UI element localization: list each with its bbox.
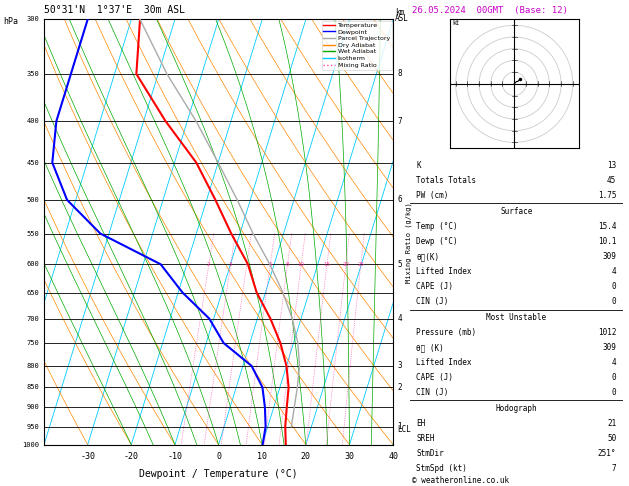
Text: -10: -10 (167, 452, 182, 461)
Text: 8: 8 (398, 69, 402, 78)
Text: 6: 6 (398, 195, 402, 205)
Text: Dewpoint / Temperature (°C): Dewpoint / Temperature (°C) (139, 469, 298, 479)
Text: 500: 500 (26, 197, 39, 203)
Text: Lifted Index: Lifted Index (416, 358, 472, 367)
Text: 4: 4 (398, 314, 402, 323)
Text: 850: 850 (26, 384, 39, 390)
Text: 25: 25 (357, 262, 364, 267)
Text: 21: 21 (607, 419, 616, 428)
Text: 650: 650 (26, 290, 39, 295)
Text: 2: 2 (207, 262, 211, 267)
Text: 0: 0 (612, 282, 616, 291)
Text: CIN (J): CIN (J) (416, 297, 449, 307)
Text: 900: 900 (26, 404, 39, 411)
Text: K: K (416, 161, 421, 170)
Text: 30: 30 (345, 452, 355, 461)
Text: 550: 550 (26, 230, 39, 237)
Text: Mixing Ratio (g/kg): Mixing Ratio (g/kg) (406, 203, 412, 283)
Text: 1: 1 (398, 422, 402, 431)
Text: 4: 4 (612, 358, 616, 367)
Legend: Temperature, Dewpoint, Parcel Trajectory, Dry Adiabat, Wet Adiabat, Isotherm, Mi: Temperature, Dewpoint, Parcel Trajectory… (321, 21, 392, 69)
Text: LCL: LCL (398, 425, 411, 434)
Text: θᴄ(K): θᴄ(K) (416, 252, 440, 261)
Text: 600: 600 (26, 261, 39, 267)
Text: 300: 300 (26, 17, 39, 22)
Text: 1000: 1000 (22, 442, 39, 448)
Text: 800: 800 (26, 363, 39, 369)
Text: Dewp (°C): Dewp (°C) (416, 237, 458, 246)
Text: StmSpd (kt): StmSpd (kt) (416, 464, 467, 473)
Text: CAPE (J): CAPE (J) (416, 373, 454, 382)
Text: hPa: hPa (3, 17, 18, 26)
Text: Most Unstable: Most Unstable (486, 312, 547, 322)
Text: Pressure (mb): Pressure (mb) (416, 328, 477, 337)
Text: 10: 10 (298, 262, 305, 267)
Text: 1.75: 1.75 (598, 191, 616, 200)
Text: 4: 4 (245, 262, 248, 267)
Text: Lifted Index: Lifted Index (416, 267, 472, 276)
Text: Surface: Surface (500, 207, 533, 215)
Text: kt: kt (452, 20, 459, 26)
Text: -20: -20 (124, 452, 139, 461)
Text: SREH: SREH (416, 434, 435, 443)
Text: 50: 50 (607, 434, 616, 443)
Text: © weatheronline.co.uk: © weatheronline.co.uk (412, 476, 509, 485)
Text: 0: 0 (612, 388, 616, 398)
Text: 6: 6 (269, 262, 272, 267)
Text: 2: 2 (398, 383, 402, 392)
Text: 3: 3 (398, 362, 402, 370)
Text: 13: 13 (607, 161, 616, 170)
Text: 0: 0 (216, 452, 221, 461)
Text: -30: -30 (80, 452, 95, 461)
Text: 50°31'N  1°37'E  30m ASL: 50°31'N 1°37'E 30m ASL (44, 4, 185, 15)
Text: 7: 7 (612, 464, 616, 473)
Text: 5: 5 (398, 260, 402, 269)
Text: 15.4: 15.4 (598, 222, 616, 231)
Text: 7: 7 (398, 117, 402, 125)
Text: 450: 450 (26, 160, 39, 166)
Text: ASL: ASL (395, 14, 409, 23)
Text: EH: EH (416, 419, 426, 428)
Text: 350: 350 (26, 71, 39, 77)
Text: 700: 700 (26, 316, 39, 322)
Text: 950: 950 (26, 424, 39, 430)
Text: CIN (J): CIN (J) (416, 388, 449, 398)
Text: 26.05.2024  00GMT  (Base: 12): 26.05.2024 00GMT (Base: 12) (412, 5, 568, 15)
Text: 20: 20 (342, 262, 349, 267)
Text: 400: 400 (26, 118, 39, 124)
Text: 10: 10 (257, 452, 267, 461)
Text: θᴄ (K): θᴄ (K) (416, 343, 444, 352)
Text: 10.1: 10.1 (598, 237, 616, 246)
Text: 45: 45 (607, 176, 616, 185)
Text: km: km (395, 8, 404, 17)
Text: 40: 40 (388, 452, 398, 461)
Text: 750: 750 (26, 340, 39, 346)
Text: 3: 3 (229, 262, 233, 267)
Text: 0: 0 (612, 373, 616, 382)
Text: 20: 20 (301, 452, 311, 461)
Text: 309: 309 (603, 343, 616, 352)
Text: 0: 0 (612, 297, 616, 307)
Text: Temp (°C): Temp (°C) (416, 222, 458, 231)
Text: 309: 309 (603, 252, 616, 261)
Text: 1012: 1012 (598, 328, 616, 337)
Text: 15: 15 (323, 262, 330, 267)
Text: 251°: 251° (598, 449, 616, 458)
Text: 8: 8 (286, 262, 289, 267)
Text: Totals Totals: Totals Totals (416, 176, 477, 185)
Text: 4: 4 (612, 267, 616, 276)
Text: StmDir: StmDir (416, 449, 444, 458)
Text: CAPE (J): CAPE (J) (416, 282, 454, 291)
Text: PW (cm): PW (cm) (416, 191, 449, 200)
Text: Hodograph: Hodograph (496, 403, 537, 413)
